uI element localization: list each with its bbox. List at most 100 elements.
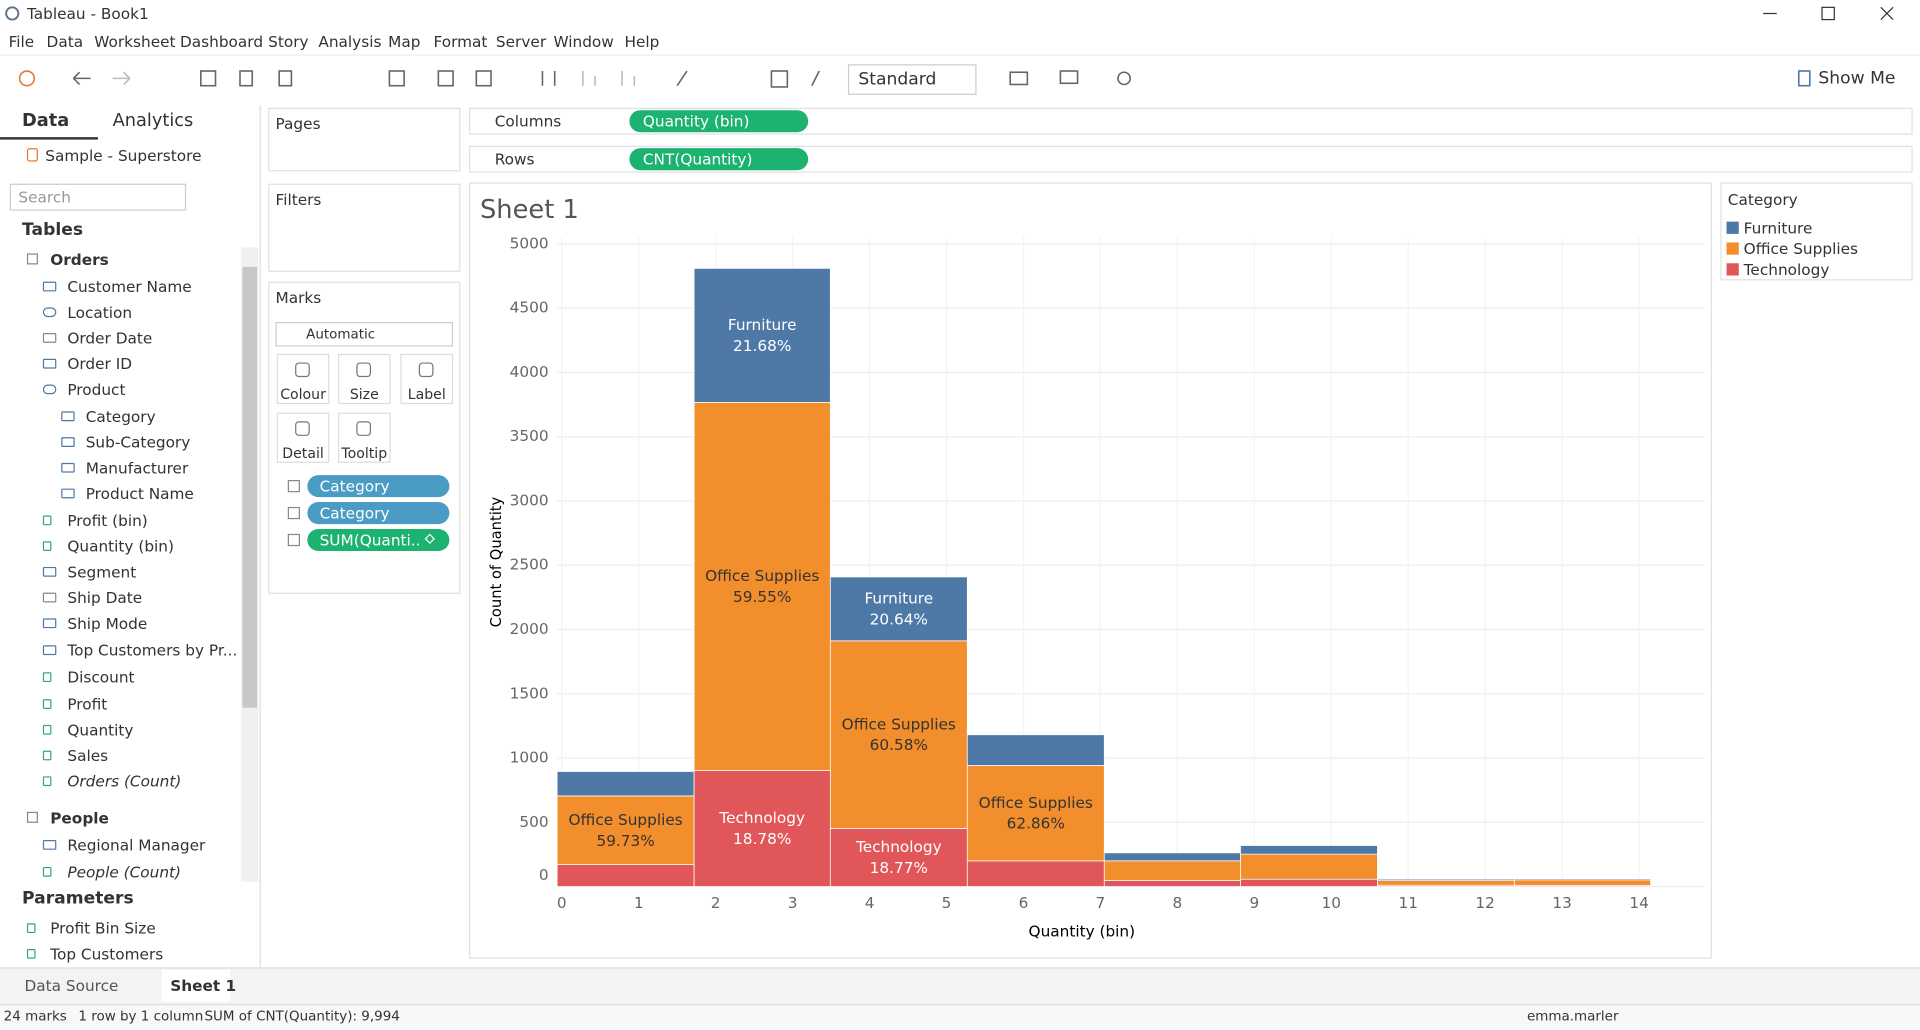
marks-button[interactable]: [337, 353, 391, 405]
menu-item[interactable]: Help: [624, 32, 660, 51]
marks-button[interactable]: [276, 353, 330, 405]
columns-pill[interactable]: [629, 110, 809, 133]
field[interactable]: Manufacturer: [85, 458, 189, 477]
x-tick-label: 7: [1096, 894, 1106, 912]
data-source-tab[interactable]: Data Source: [24, 976, 119, 995]
field-icon: [42, 645, 57, 656]
field[interactable]: Segment: [67, 562, 137, 582]
marks-button[interactable]: [276, 412, 330, 463]
datasource-name[interactable]: Sample - Superstore: [45, 146, 202, 165]
menu-item[interactable]: Analysis: [318, 32, 382, 51]
mark-type-dropdown[interactable]: [275, 322, 454, 347]
segment-category: Office Supplies: [842, 715, 956, 733]
marks-button-icon: [295, 362, 310, 378]
segment-percent: 18.78%: [733, 830, 791, 848]
table-name[interactable]: People: [50, 808, 109, 828]
parameter[interactable]: Profit Bin Size: [50, 918, 156, 938]
field-icon: [42, 724, 52, 735]
rows-pill[interactable]: [629, 148, 809, 171]
search-box[interactable]: [9, 183, 187, 211]
menu-item[interactable]: Story: [268, 32, 309, 51]
field-icon: [42, 566, 57, 577]
field[interactable]: Product: [67, 380, 126, 399]
field[interactable]: Profit: [67, 694, 108, 714]
datasource-icon: [26, 148, 38, 162]
legend-label[interactable]: Office Supplies: [1743, 239, 1858, 258]
field[interactable]: Product Name: [85, 484, 194, 503]
marks-pill-label: Category: [319, 503, 390, 523]
pill-label: Quantity (bin): [642, 112, 750, 131]
fit-value[interactable]: Standard: [858, 69, 937, 90]
field[interactable]: Order Date: [67, 328, 153, 348]
marks-pill[interactable]: [307, 528, 450, 552]
field[interactable]: Ship Mode: [67, 614, 148, 633]
marks-button-icon: [295, 421, 310, 436]
mark-type[interactable]: Automatic: [306, 326, 376, 343]
field[interactable]: Order ID: [67, 354, 133, 373]
field[interactable]: Customer Name: [67, 277, 192, 296]
field[interactable]: Profit (bin): [67, 511, 148, 530]
field[interactable]: Top Customers by Pr...: [67, 641, 238, 660]
data-tab[interactable]: Data: [22, 111, 70, 132]
pill-icon: [287, 480, 301, 493]
menu-item[interactable]: Format: [433, 32, 488, 51]
legend-title: Category: [1727, 190, 1798, 209]
pill-icon: [287, 506, 301, 520]
sheet-tab[interactable]: Sheet 1: [170, 976, 237, 995]
menu-item[interactable]: Map: [388, 32, 421, 51]
bar-segment: [1377, 878, 1515, 881]
menu-item[interactable]: Window: [553, 32, 614, 51]
toolbar-icons[interactable]: [18, 70, 1811, 88]
bar-segment: [829, 828, 968, 887]
marks-pill[interactable]: [307, 475, 450, 498]
menu-item[interactable]: Server: [495, 32, 547, 51]
field[interactable]: Orders (Count): [67, 772, 182, 791]
field[interactable]: Quantity: [67, 720, 134, 739]
field[interactable]: Discount: [67, 667, 135, 687]
bar-segment: [1240, 853, 1378, 880]
field[interactable]: Location: [67, 303, 133, 322]
bar-segment: [1103, 852, 1241, 862]
legend-label[interactable]: Technology: [1743, 260, 1830, 279]
x-tick-label: 1: [634, 894, 644, 912]
field[interactable]: Sub-Category: [85, 432, 191, 452]
field[interactable]: People (Count): [67, 862, 182, 882]
fit-dropdown[interactable]: [847, 64, 977, 95]
analytics-tab[interactable]: Analytics: [112, 111, 194, 132]
segment-percent: 21.68%: [733, 337, 791, 355]
menu-item[interactable]: Data: [46, 32, 84, 51]
marks-button[interactable]: [337, 412, 391, 463]
field[interactable]: Ship Date: [67, 588, 143, 607]
marks-button[interactable]: [400, 353, 454, 405]
restore[interactable]: [1821, 6, 1835, 21]
marks-pill[interactable]: [307, 502, 450, 525]
scroll-thumb[interactable]: [242, 266, 258, 708]
field-icon: [42, 840, 57, 850]
field-icon: [42, 618, 57, 629]
bar-segment: [829, 576, 968, 642]
bar-segment: [556, 864, 695, 887]
segment-category: Technology: [718, 809, 805, 827]
window-title: Tableau - Book1: [26, 4, 149, 23]
marks-button-label: Colour: [280, 385, 326, 403]
close[interactable]: [1880, 6, 1894, 21]
sheet-tab-active[interactable]: [161, 969, 231, 1002]
status-text: 24 marks: [3, 1008, 67, 1025]
menu-item[interactable]: File: [8, 32, 35, 51]
columns-label: Columns: [494, 112, 562, 131]
pill-icon: [287, 533, 301, 547]
legend-swatch: [1726, 242, 1739, 255]
y-tick-label: 2500: [510, 556, 549, 574]
marks-button-label: Size: [349, 385, 379, 403]
table-name[interactable]: Orders: [50, 250, 109, 269]
parameter[interactable]: Top Customers: [50, 944, 164, 964]
show-me-button[interactable]: Show Me: [1818, 68, 1896, 89]
bar-segment: [693, 770, 831, 887]
menu-item[interactable]: Dashboard: [180, 32, 264, 51]
field[interactable]: Sales: [67, 746, 109, 765]
field[interactable]: Regional Manager: [67, 835, 206, 855]
field[interactable]: Category: [85, 407, 156, 426]
menu-item[interactable]: Worksheet: [94, 32, 176, 51]
field[interactable]: Quantity (bin): [67, 536, 174, 556]
legend-label[interactable]: Furniture: [1743, 218, 1813, 237]
